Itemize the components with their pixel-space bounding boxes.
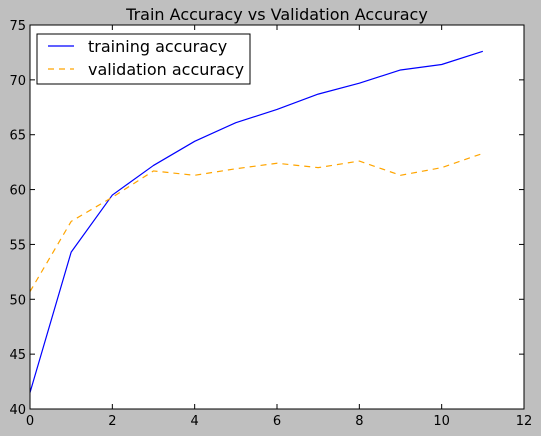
x-tick-label: 0 [26,414,34,429]
y-tick-label: 45 [9,348,26,363]
x-tick-label: 10 [433,414,450,429]
legend: training accuracy validation accuracy [36,33,251,85]
series-line-validation [29,152,484,292]
legend-label-training: training accuracy [88,37,227,56]
x-tick-label: 2 [108,414,116,429]
y-tick-label: 60 [9,184,26,199]
x-tick-label: 6 [273,414,281,429]
y-tick-label: 50 [9,293,26,308]
chart-title: Train Accuracy vs Validation Accuracy [125,5,428,24]
series-line-training [29,50,484,393]
y-tick-label: 65 [9,129,26,144]
y-tick-label: 70 [9,74,26,89]
legend-label-validation: validation accuracy [88,60,244,79]
plot-frame [29,24,525,410]
x-tick-label: 4 [191,414,199,429]
y-tick-label: 40 [9,403,26,418]
x-tick-label: 8 [355,414,363,429]
series-layer [29,50,484,393]
plot-area [30,25,524,409]
y-tick-label: 75 [9,19,26,34]
x-tick-label: 12 [516,414,533,429]
ticks-layer: 0 2 4 6 8 10 12 40 45 50 55 60 65 70 75 [9,19,532,429]
y-tick-label: 55 [9,238,26,253]
legend-box [36,33,251,85]
